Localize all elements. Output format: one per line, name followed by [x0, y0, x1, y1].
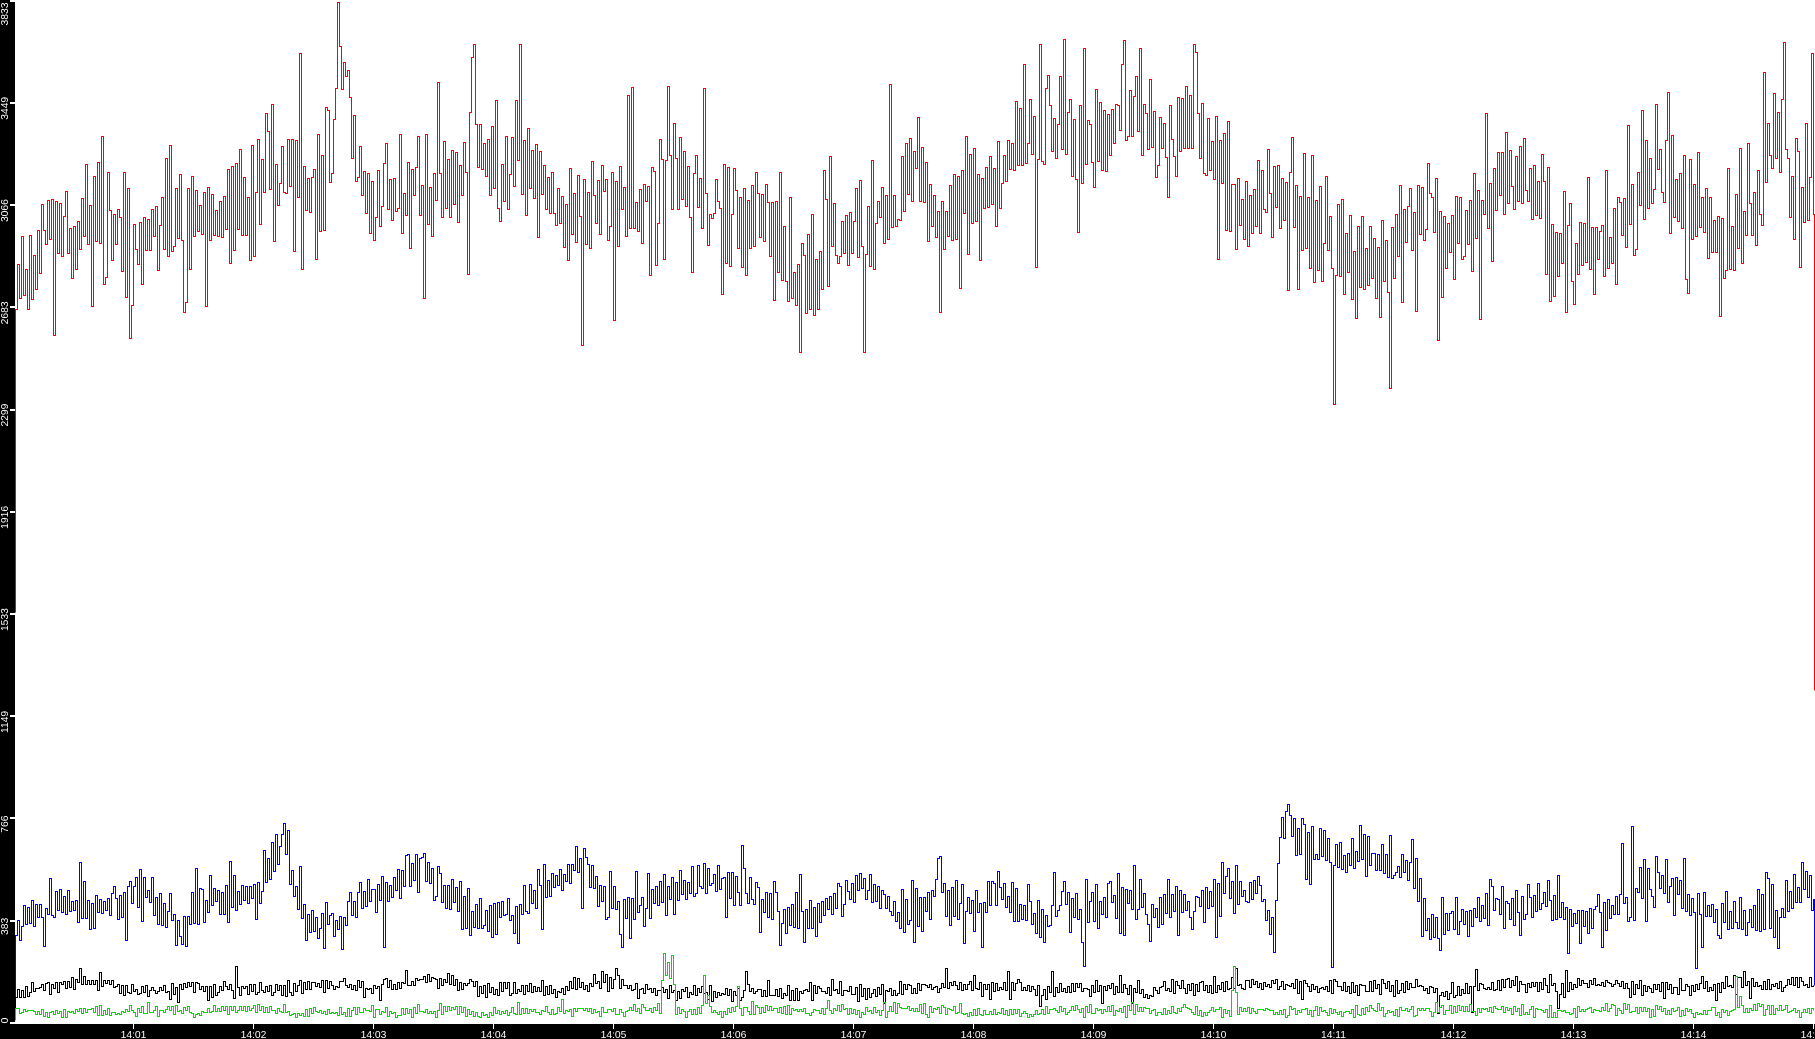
svg-text:14:09: 14:09	[1081, 1030, 1107, 1039]
svg-text:383: 383	[0, 918, 11, 935]
svg-text:14:02: 14:02	[241, 1030, 267, 1039]
svg-text:14:06: 14:06	[721, 1030, 747, 1039]
svg-text:3066: 3066	[0, 199, 11, 222]
svg-text:14:15: 14:15	[1801, 1030, 1815, 1039]
svg-text:14:01: 14:01	[121, 1030, 147, 1039]
svg-text:1533: 1533	[0, 608, 11, 631]
svg-text:14:13: 14:13	[1561, 1030, 1587, 1039]
svg-text:1149: 1149	[0, 711, 11, 733]
svg-text:1916: 1916	[0, 506, 11, 529]
svg-text:0: 0	[0, 1017, 11, 1023]
svg-text:14:11: 14:11	[1321, 1030, 1346, 1039]
svg-text:14:12: 14:12	[1441, 1030, 1467, 1039]
svg-text:3449: 3449	[0, 97, 11, 120]
svg-text:14:14: 14:14	[1681, 1030, 1707, 1039]
svg-text:14:07: 14:07	[841, 1030, 867, 1039]
svg-text:2683: 2683	[0, 301, 11, 324]
svg-text:14:03: 14:03	[361, 1030, 387, 1039]
svg-text:14:05: 14:05	[601, 1030, 627, 1039]
svg-text:766: 766	[0, 815, 11, 832]
svg-text:14:04: 14:04	[481, 1030, 507, 1039]
svg-text:14:10: 14:10	[1201, 1030, 1227, 1039]
svg-text:14:08: 14:08	[961, 1030, 987, 1039]
svg-text:2299: 2299	[0, 403, 11, 426]
svg-text:3833: 3833	[0, 2, 11, 25]
